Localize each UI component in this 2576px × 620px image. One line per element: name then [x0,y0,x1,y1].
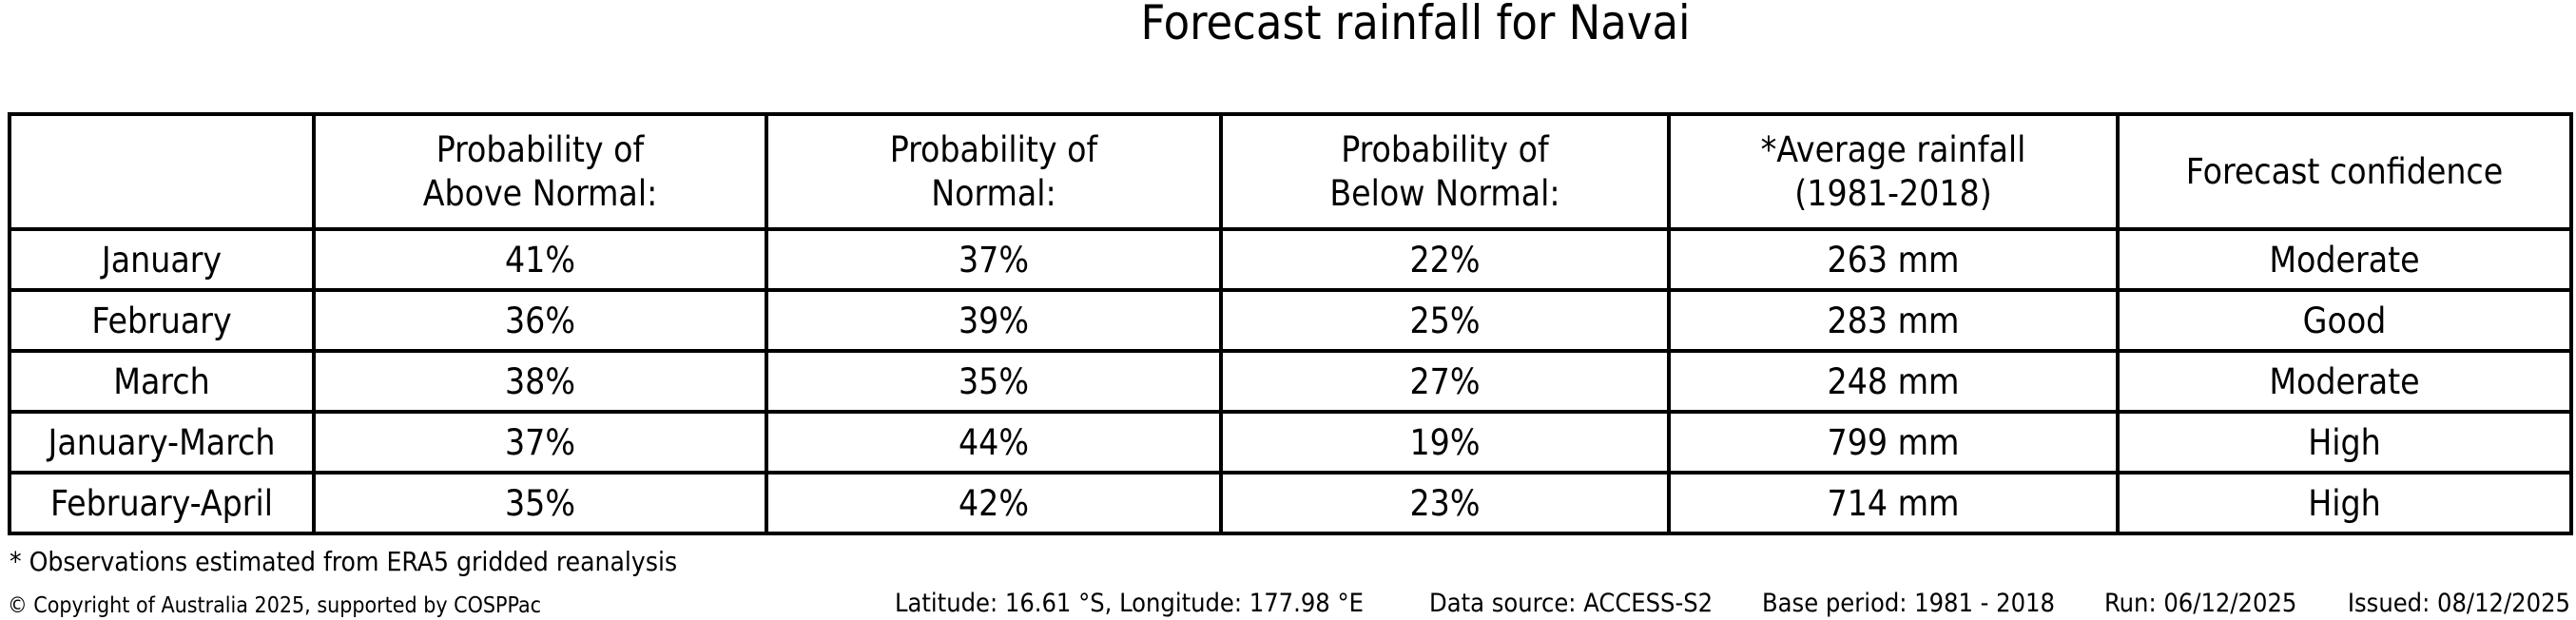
table-cell-normal: 44% [765,410,1223,475]
footnote: * Observations estimated from ERA5 gridd… [10,546,678,577]
row-label: January [8,227,316,292]
table-cell-confidence: High [2116,471,2573,535]
table-cell-average-rainfall: 714 mm [1667,471,2120,535]
table-cell-below-normal: 23% [1219,471,1671,535]
column-header-above-normal: Probability of Above Normal: [312,112,768,231]
table-row-january-march: January-March 37% 44% 19% 799 mm High [8,410,2573,475]
table-cell-confidence: High [2116,410,2573,475]
forecast-table: Probability of Above Normal: Probability… [8,112,2573,535]
table-cell-average-rainfall: 263 mm [1667,227,2120,292]
row-label: February [8,288,316,353]
table-cell-confidence: Moderate [2116,349,2573,414]
table-cell-confidence: Good [2116,288,2573,353]
row-label: January-March [8,410,316,475]
table-cell-above-normal: 36% [312,288,768,353]
table-cell-above-normal: 41% [312,227,768,292]
table-row-march: March 38% 35% 27% 248 mm Moderate [8,349,2573,414]
page-title: Forecast rainfall for Navai [1140,0,1691,50]
table-cell-above-normal: 35% [312,471,768,535]
column-header-forecast-confidence: Forecast confidence [2116,112,2573,231]
table-cell-below-normal: 22% [1219,227,1671,292]
table-header-row: Probability of Above Normal: Probability… [8,112,2573,231]
table-cell-confidence: Moderate [2116,227,2573,292]
table-cell-normal: 42% [765,471,1223,535]
table-cell-average-rainfall: 248 mm [1667,349,2120,414]
table-cell-normal: 37% [765,227,1223,292]
table-corner-cell [8,112,316,231]
coordinates-text: Latitude: 16.61 °S, Longitude: 177.98 °E [895,589,1364,618]
table-cell-above-normal: 37% [312,410,768,475]
row-label: February-April [8,471,316,535]
copyright-text: © Copyright of Australia 2025, supported… [8,593,542,618]
data-source-text: Data source: ACCESS-S2 [1429,589,1714,618]
column-header-average-rainfall: *Average rainfall (1981-2018) [1667,112,2120,231]
column-header-normal: Probability of Normal: [765,112,1223,231]
issued-date-text: Issued: 08/12/2025 [2347,589,2570,618]
table-cell-below-normal: 25% [1219,288,1671,353]
table-row-february-april: February-April 35% 42% 23% 714 mm High [8,471,2573,535]
table-cell-average-rainfall: 799 mm [1667,410,2120,475]
table-cell-normal: 35% [765,349,1223,414]
column-header-below-normal: Probability of Below Normal: [1219,112,1671,231]
base-period-text: Base period: 1981 - 2018 [1762,589,2055,618]
table-cell-average-rainfall: 283 mm [1667,288,2120,353]
table-row-february: February 36% 39% 25% 283 mm Good [8,288,2573,353]
table-cell-normal: 39% [765,288,1223,353]
table-cell-below-normal: 19% [1219,410,1671,475]
table-cell-below-normal: 27% [1219,349,1671,414]
row-label: March [8,349,316,414]
table-row-january: January 41% 37% 22% 263 mm Moderate [8,227,2573,292]
table-cell-above-normal: 38% [312,349,768,414]
run-date-text: Run: 06/12/2025 [2104,589,2297,618]
